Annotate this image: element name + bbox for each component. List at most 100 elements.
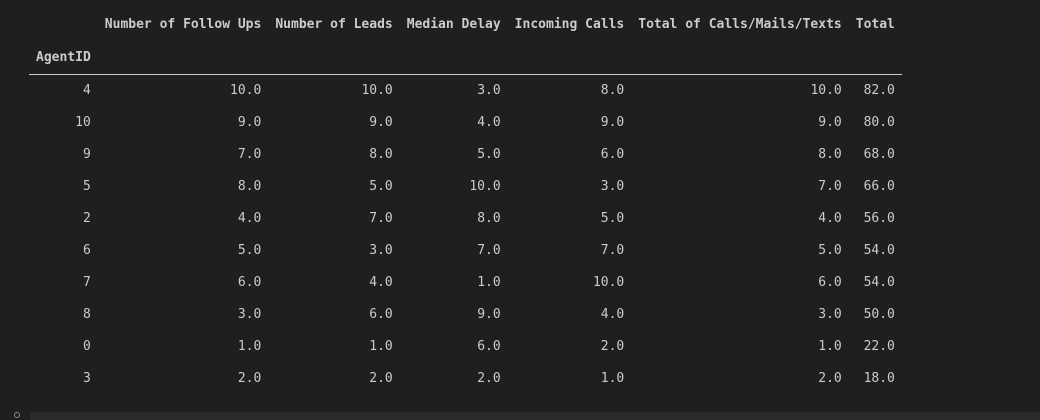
row-index-cell: 9 (82, 147, 91, 162)
table-cell: 8.0 (600, 83, 625, 98)
table-cell: 2.0 (818, 371, 842, 386)
table-cell: 68.0 (863, 147, 895, 162)
table-cell: 2.0 (237, 371, 262, 386)
table-cell: 1.0 (369, 339, 393, 354)
next-cell-strip (30, 412, 1040, 420)
table-cell: 7.0 (237, 147, 262, 162)
table-cell: 66.0 (863, 179, 895, 194)
table-cell: 5.0 (237, 243, 262, 258)
table-cell: 3.0 (237, 307, 262, 322)
table-row: 6 5.0 3.0 7.0 7.0 5.0 54.0 (29, 235, 902, 267)
table-cell: 6.0 (237, 275, 262, 290)
table-cell: 10.0 (230, 83, 262, 98)
column-header: Number of Leads (275, 17, 393, 32)
table-row: 4 10.0 10.0 3.0 8.0 10.0 82.0 (29, 75, 902, 108)
table-cell: 82.0 (863, 83, 895, 98)
row-index-cell: 4 (82, 83, 91, 98)
table-cell: 7.0 (818, 179, 842, 194)
column-header: Total (855, 17, 895, 32)
table-row: 8 3.0 6.0 9.0 4.0 3.0 50.0 (29, 299, 902, 331)
table-cell: 80.0 (863, 115, 895, 130)
row-index-cell: 7 (82, 275, 91, 290)
table-cell: 4.0 (818, 211, 842, 226)
row-index-cell: 8 (82, 307, 91, 322)
table-cell: 8.0 (237, 179, 262, 194)
table-row: 5 8.0 5.0 10.0 3.0 7.0 66.0 (29, 171, 902, 203)
dataframe-table: Number of Follow Ups Number of Leads Med… (29, 9, 902, 395)
table-row: 3 2.0 2.0 2.0 1.0 2.0 18.0 (29, 363, 902, 395)
index-name-label: AgentID (29, 42, 91, 75)
row-index-cell: 3 (82, 371, 91, 386)
header-corner-cell (29, 9, 91, 42)
table-cell: 6.0 (818, 275, 842, 290)
table-cell: 18.0 (863, 371, 895, 386)
table-cell: 1.0 (600, 371, 625, 386)
table-row: 10 9.0 9.0 4.0 9.0 9.0 80.0 (29, 107, 902, 139)
table-cell: 50.0 (863, 307, 895, 322)
table-cell: 9.0 (818, 115, 842, 130)
table-cell: 8.0 (369, 147, 393, 162)
table-cell: 2.0 (369, 371, 393, 386)
table-row: 0 1.0 1.0 6.0 2.0 1.0 22.0 (29, 331, 902, 363)
table-cell: 8.0 (477, 211, 501, 226)
table-cell: 5.0 (600, 211, 625, 226)
table-cell: 9.0 (477, 307, 501, 322)
column-header: Median Delay (406, 17, 501, 32)
table-cell: 3.0 (477, 83, 501, 98)
cell-marker-icon (14, 412, 20, 418)
row-index-cell: 10 (75, 115, 91, 130)
table-cell: 4.0 (369, 275, 393, 290)
table-cell: 5.0 (818, 243, 842, 258)
table-cell: 7.0 (477, 243, 501, 258)
table-cell: 10.0 (361, 83, 393, 98)
table-cell: 9.0 (369, 115, 393, 130)
blank-header-cell (90, 42, 262, 75)
table-cell: 8.0 (818, 147, 842, 162)
table-cell: 6.0 (369, 307, 393, 322)
table-cell: 54.0 (863, 243, 895, 258)
table-cell: 7.0 (600, 243, 625, 258)
column-header: Number of Follow Ups (104, 17, 262, 32)
table-cell: 3.0 (369, 243, 393, 258)
table-cell: 1.0 (818, 339, 842, 354)
table-cell: 2.0 (600, 339, 625, 354)
table-cell: 3.0 (818, 307, 842, 322)
blank-header-cell (261, 42, 393, 75)
row-index-cell: 5 (82, 179, 91, 194)
table-cell: 10.0 (810, 83, 842, 98)
blank-header-cell (392, 42, 501, 75)
table-cell: 9.0 (600, 115, 625, 130)
table-row: 2 4.0 7.0 8.0 5.0 4.0 56.0 (29, 203, 902, 235)
blank-header-cell (841, 42, 902, 75)
table-cell: 22.0 (863, 339, 895, 354)
index-name-row: AgentID (29, 42, 902, 75)
column-header: Incoming Calls (514, 17, 625, 32)
table-body: 4 10.0 10.0 3.0 8.0 10.0 82.0 10 9.0 9.0 4.0 9.0 9.0… (29, 75, 902, 396)
table-cell: 6.0 (477, 339, 501, 354)
table-row: 9 7.0 8.0 5.0 6.0 8.0 68.0 (29, 139, 902, 171)
row-index-cell: 0 (82, 339, 91, 354)
table-cell: 5.0 (477, 147, 501, 162)
column-header: Total of Calls/Mails/Texts (638, 17, 842, 32)
row-index-cell: 2 (82, 211, 91, 226)
table-cell: 54.0 (863, 275, 895, 290)
row-index-cell: 6 (82, 243, 91, 258)
table-row: 7 6.0 4.0 1.0 10.0 6.0 54.0 (29, 267, 902, 299)
table-cell: 7.0 (369, 211, 393, 226)
table-cell: 4.0 (477, 115, 501, 130)
blank-header-cell (500, 42, 625, 75)
table-cell: 9.0 (237, 115, 262, 130)
table-cell: 1.0 (237, 339, 262, 354)
table-cell: 2.0 (477, 371, 501, 386)
table-cell: 3.0 (600, 179, 625, 194)
table-cell: 10.0 (592, 275, 625, 290)
table-cell: 4.0 (237, 211, 262, 226)
column-header-row: Number of Follow Ups Number of Leads Med… (29, 9, 902, 42)
blank-header-cell (624, 42, 842, 75)
table-cell: 10.0 (469, 179, 501, 194)
table-cell: 5.0 (369, 179, 393, 194)
table-cell: 6.0 (600, 147, 625, 162)
table-cell: 4.0 (600, 307, 625, 322)
table-header: Number of Follow Ups Number of Leads Med… (29, 9, 902, 75)
